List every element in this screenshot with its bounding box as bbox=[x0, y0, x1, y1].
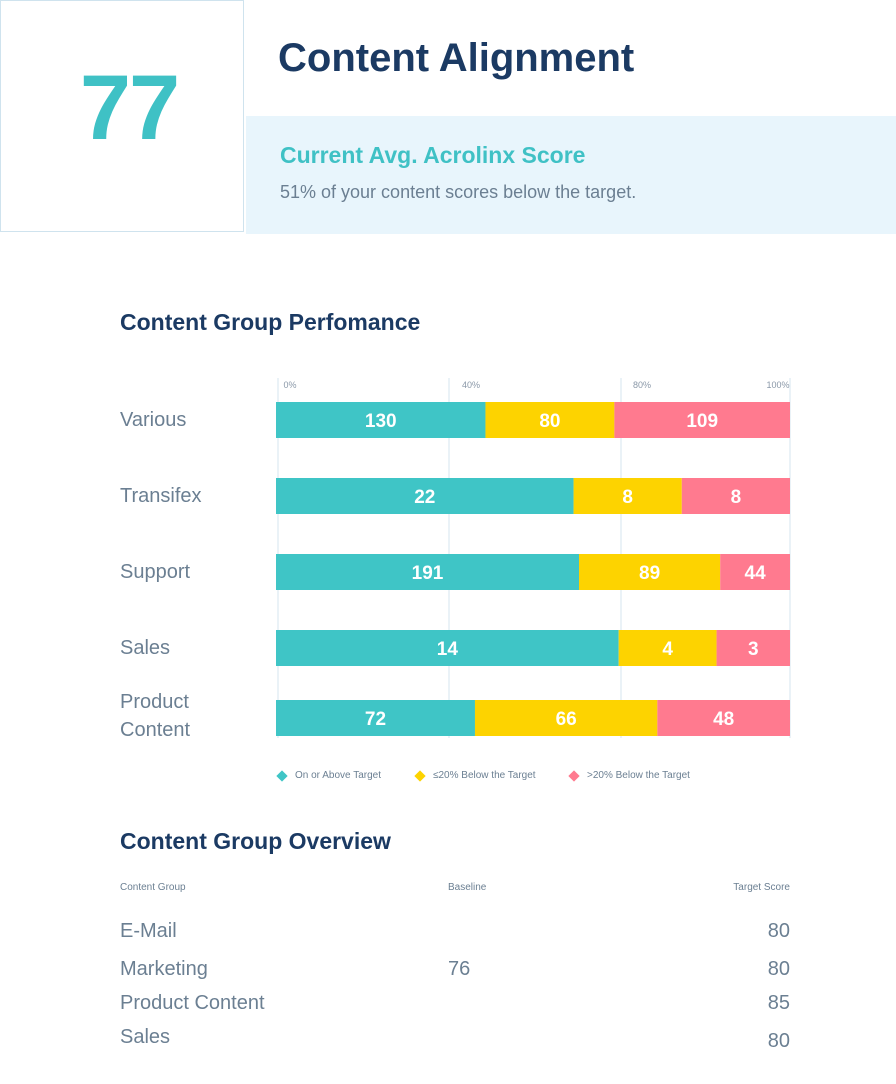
column-header-target: Target Score bbox=[733, 882, 790, 893]
bar-value-label: 191 bbox=[412, 563, 444, 584]
x-tick-label: 100% bbox=[766, 380, 789, 390]
bar-segment bbox=[474, 700, 658, 736]
legend-item-on-target: On or Above Target bbox=[276, 769, 381, 782]
bar-value-label: 89 bbox=[639, 563, 660, 584]
category-label: Support bbox=[120, 561, 190, 583]
legend-label: ≤20% Below the Target bbox=[433, 770, 536, 781]
bar-segment bbox=[681, 478, 790, 514]
bar-segment bbox=[276, 630, 619, 666]
bar-value-label: 130 bbox=[365, 411, 397, 432]
category-label: Transifex bbox=[120, 485, 202, 507]
table-cell-target: 85 bbox=[767, 992, 790, 1014]
bar-value-label: 72 bbox=[365, 709, 386, 730]
bar-value-label: 4 bbox=[662, 639, 673, 660]
legend-item-slightly-below: ≤20% Below the Target bbox=[414, 769, 536, 782]
score-info-panel: Current Avg. Acrolinx Score 51% of your … bbox=[246, 116, 896, 234]
bar-segment bbox=[614, 402, 790, 438]
page-title: Content Alignment bbox=[278, 36, 635, 80]
diamond-icon bbox=[276, 769, 288, 782]
legend-label: On or Above Target bbox=[295, 770, 381, 781]
bar-value-label: 109 bbox=[686, 411, 718, 432]
bar-value-label: 8 bbox=[731, 487, 742, 508]
table-cell-target: 80 bbox=[767, 1030, 790, 1052]
bar-segment bbox=[573, 478, 682, 514]
column-header-group: Content Group bbox=[120, 882, 186, 893]
bar-value-label: 66 bbox=[556, 709, 577, 730]
bar-segment bbox=[579, 554, 721, 590]
performance-section-title: Content Group Perfomance bbox=[120, 309, 421, 335]
table-cell-group: Sales bbox=[120, 1026, 171, 1048]
average-score: 77 bbox=[79, 57, 180, 159]
chart-legend: On or Above Target ≤20% Below the Target… bbox=[0, 769, 896, 792]
diamond-icon bbox=[568, 769, 580, 782]
bar-value-label: 80 bbox=[539, 411, 560, 432]
table-cell-group: Product Content bbox=[120, 992, 265, 1014]
performance-chart: 0% 40% 80% 100% 130 80 109 Various 22 8 8 Transifex… bbox=[120, 378, 791, 741]
x-tick-label: 40% bbox=[462, 380, 480, 390]
table-cell-group: E-Mail bbox=[120, 920, 177, 942]
bar-segment bbox=[276, 700, 475, 736]
category-label: Sales bbox=[120, 637, 170, 659]
table-cell-target: 80 bbox=[767, 920, 790, 942]
bar-value-label: 22 bbox=[414, 487, 435, 508]
bar-value-label: 3 bbox=[748, 639, 759, 660]
table-cell-group: Marketing bbox=[120, 958, 208, 980]
bar-segment bbox=[485, 402, 615, 438]
bar-value-label: 14 bbox=[437, 639, 459, 660]
score-card bbox=[0, 0, 244, 232]
bar-segment bbox=[276, 478, 574, 514]
category-label: Various bbox=[120, 409, 186, 431]
bar-segment bbox=[276, 402, 486, 438]
bar-value-label: 48 bbox=[713, 709, 734, 730]
legend-item-far-below: >20% Below the Target bbox=[568, 769, 690, 782]
overview-section-title: Content Group Overview bbox=[120, 828, 391, 854]
diamond-icon bbox=[414, 769, 426, 782]
bar-segment bbox=[716, 630, 790, 666]
table-cell-target: 80 bbox=[767, 958, 790, 980]
bar-value-label: 8 bbox=[622, 487, 633, 508]
bar-segment bbox=[618, 630, 717, 666]
column-header-baseline: Baseline bbox=[448, 882, 487, 893]
bar-segment bbox=[720, 554, 790, 590]
bar-value-label: 44 bbox=[745, 563, 767, 584]
legend-label: >20% Below the Target bbox=[587, 770, 690, 781]
bar-segment bbox=[657, 700, 790, 736]
bar-segment bbox=[276, 554, 580, 590]
x-tick-label: 80% bbox=[633, 380, 651, 390]
category-label: Product Content bbox=[120, 691, 190, 741]
x-tick-label: 0% bbox=[283, 380, 296, 390]
score-label: Current Avg. Acrolinx Score bbox=[280, 142, 586, 168]
table-cell-baseline: 76 bbox=[448, 958, 471, 980]
score-description: 51% of your content scores below the tar… bbox=[280, 182, 637, 202]
